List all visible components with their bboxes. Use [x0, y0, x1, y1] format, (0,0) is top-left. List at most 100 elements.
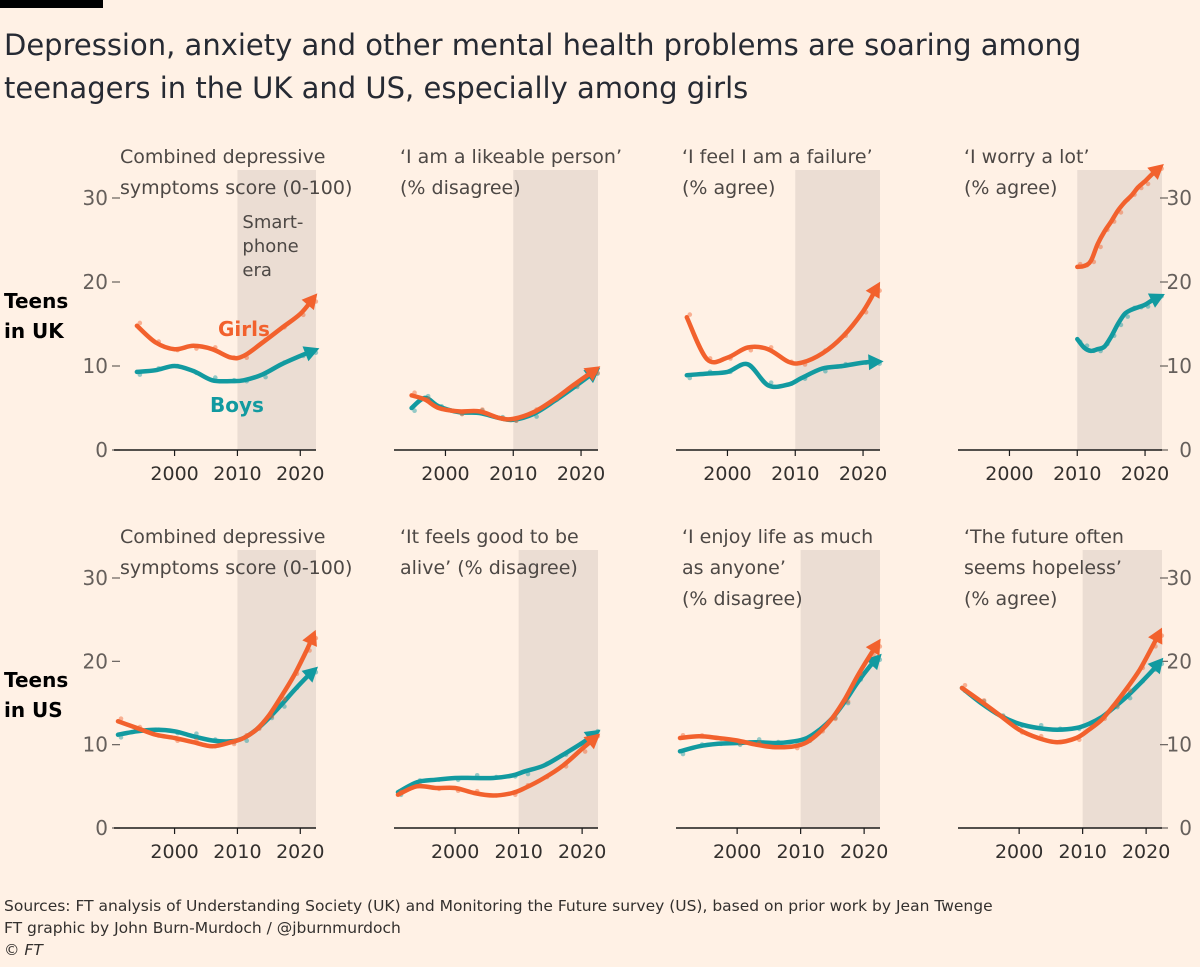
y-tick-label: 10: [1167, 733, 1192, 757]
panel-uk-4: ‘I worry a lot’ (% agree) 0 10 20 30 2000 2010 2…: [958, 146, 1192, 485]
arrowhead-icon: [865, 281, 881, 299]
panel-title-line: (% disagree): [400, 177, 521, 199]
x-tick-label: 2020: [839, 463, 887, 485]
x-tick-label: 2000: [995, 841, 1043, 863]
smartphone-era-shading: [800, 550, 880, 828]
x-tick-label: 2010: [213, 841, 261, 863]
smartphone-era-label: phone: [242, 236, 298, 257]
smartphone-era-shading: [1077, 170, 1162, 450]
series-line-girls: [677, 642, 880, 750]
panel-title-line: Combined depressive: [120, 526, 325, 548]
data-point: [1098, 244, 1103, 250]
x-tick-label: 2020: [276, 463, 324, 485]
source-line: Sources: FT analysis of Understanding So…: [4, 897, 993, 915]
x-tick-label: 2020: [276, 841, 324, 863]
y-tick-label: 30: [83, 566, 108, 590]
smartphone-era-shading: [1082, 550, 1162, 828]
y-tick-label: 10: [83, 733, 108, 757]
x-tick-label: 2020: [558, 841, 606, 863]
smartphone-era-label: Smart-: [242, 212, 303, 233]
row-label-line2: in US: [4, 698, 63, 722]
row-label-line2: in UK: [4, 319, 65, 343]
panel-title-line: alive’ (% disagree): [400, 557, 578, 579]
y-tick-label: 0: [1179, 816, 1192, 840]
y-tick-label: 0: [95, 816, 108, 840]
x-tick-label: 2010: [1053, 463, 1101, 485]
arrowhead-icon: [302, 629, 317, 647]
panel-uk-2: ‘I am a likeable person’ (% disagree) 2000…: [394, 146, 622, 485]
panel-title-line: ‘The future often: [964, 526, 1124, 548]
y-tick-label: 20: [83, 649, 108, 673]
x-tick-label: 2000: [150, 463, 198, 485]
arrowhead-icon: [583, 733, 601, 750]
series-line-girls: [134, 296, 316, 361]
y-tick-label: 20: [1167, 649, 1192, 673]
x-tick-label: 2000: [985, 463, 1033, 485]
x-tick-label: 2010: [213, 463, 261, 485]
data-point: [845, 699, 851, 704]
series-line-boys: [395, 731, 598, 795]
arrowhead-icon: [301, 293, 318, 311]
boys-label: Boys: [210, 393, 264, 417]
arrowhead-icon: [1147, 164, 1164, 180]
girls-label: Girls: [218, 317, 270, 341]
series-line-girls: [1075, 166, 1161, 270]
data-point: [962, 683, 968, 688]
panel-uk-1: Combined depressive symptoms score (0-100…: [83, 146, 353, 485]
data-point: [1145, 181, 1151, 187]
panel-us-2: ‘It feels good to be alive’ (% disagree) 2…: [394, 526, 606, 863]
x-tick-label: 2020: [557, 463, 605, 485]
panel-title-line: (% agree): [682, 177, 775, 199]
series-line-boys: [1075, 294, 1161, 354]
x-tick-label: 2010: [494, 841, 542, 863]
panel-title-line: ‘I feel I am a failure’: [682, 146, 873, 168]
y-tick-label: 10: [1167, 354, 1192, 378]
x-tick-label: 2000: [703, 463, 751, 485]
panel-title-line: ‘I enjoy life as much: [682, 526, 873, 548]
panel-title-line: symptoms score (0-100): [120, 557, 352, 579]
panel-title-line: (% agree): [964, 177, 1057, 199]
panel-us-3: ‘I enjoy life as much as anyone’ (% disagr…: [676, 526, 888, 863]
y-tick-label: 30: [1167, 566, 1192, 590]
panel-us-4: ‘The future often seems hopeless’ (% agree…: [958, 526, 1192, 863]
x-tick-label: 2020: [1122, 841, 1170, 863]
copyright: © FT: [4, 941, 43, 959]
x-tick-label: 2010: [489, 463, 537, 485]
smartphone-era-shading: [518, 550, 598, 828]
y-tick-label: 30: [1167, 186, 1192, 210]
series-line-boys: [134, 348, 316, 384]
chart-title: Depression, anxiety and other mental hea…: [4, 28, 1082, 105]
panel-title-line: (% disagree): [682, 588, 803, 610]
x-tick-label: 2000: [150, 841, 198, 863]
panel-uk-3: ‘I feel I am a failure’ (% agree) 2000 2010…: [676, 146, 887, 485]
panel-title-line: ‘I am a likeable person’: [400, 146, 622, 168]
panel-title-line: seems hopeless’: [964, 557, 1122, 579]
smartphone-era-shading: [795, 170, 880, 450]
data-point: [687, 312, 693, 317]
ft-brand-bar: [0, 0, 103, 8]
panel-title-line: (% agree): [964, 588, 1057, 610]
smartphone-era-shading: [513, 170, 598, 450]
panel-title-line: as anyone’: [682, 557, 786, 579]
series-line-boys: [677, 656, 880, 754]
arrowhead-icon: [1148, 627, 1163, 645]
row-label-line1: Teens: [4, 289, 68, 313]
x-tick-label: 2020: [1121, 463, 1169, 485]
y-tick-label: 20: [83, 270, 108, 294]
arrowhead-icon: [1147, 293, 1165, 308]
series-line-girls: [115, 634, 316, 749]
y-tick-label: 30: [83, 186, 108, 210]
smartphone-era-label: era: [242, 260, 272, 281]
series-line-girls: [959, 631, 1162, 745]
smartphone-era-shading: [237, 550, 316, 828]
row-label-line1: Teens: [4, 668, 68, 692]
panel-title-line: Combined depressive: [120, 146, 325, 168]
data-point: [1127, 688, 1133, 693]
x-tick-label: 2000: [421, 463, 469, 485]
series-line-girls: [395, 735, 598, 798]
data-point: [282, 696, 287, 702]
series-line-girls: [409, 367, 597, 422]
x-tick-label: 2010: [1058, 841, 1106, 863]
arrowhead-icon: [302, 346, 320, 362]
series-line-girls: [684, 285, 879, 366]
